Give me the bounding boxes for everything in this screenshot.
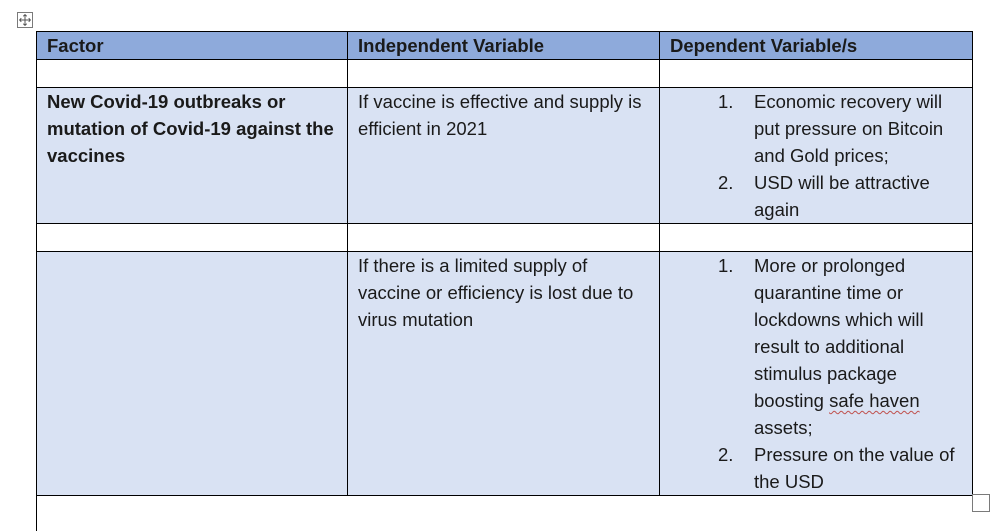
table-left-border-continuation — [36, 493, 37, 531]
dependent-variables-cell[interactable]: 1. Economic recovery will put pressure o… — [659, 87, 973, 224]
factor-cell[interactable] — [36, 251, 348, 496]
list-number: 1. — [718, 255, 734, 276]
list-item-text: Pressure on the value of the USD — [754, 444, 955, 492]
table-header-row: Factor Independent Variable Dependent Va… — [36, 31, 973, 60]
header-dependent-variables[interactable]: Dependent Variable/s — [659, 31, 973, 60]
list-item-text: Economic recovery will put pressure on B… — [754, 91, 944, 166]
table-cell[interactable] — [36, 223, 348, 252]
blank-row — [36, 223, 973, 252]
table-row: New Covid-19 outbreaks or mutation of Co… — [36, 87, 973, 224]
header-factor[interactable]: Factor — [36, 31, 348, 60]
spelling-flagged-text[interactable]: safe haven — [829, 390, 920, 411]
list-item: 1. Economic recovery will put pressure o… — [670, 88, 962, 169]
factor-table: Factor Independent Variable Dependent Va… — [36, 31, 973, 496]
independent-variable-cell[interactable]: If there is a limited supply of vaccine … — [347, 251, 660, 496]
table-row: If there is a limited supply of vaccine … — [36, 251, 973, 496]
list-number: 1. — [718, 91, 734, 112]
table-cell[interactable] — [659, 59, 973, 88]
factor-cell[interactable]: New Covid-19 outbreaks or mutation of Co… — [36, 87, 348, 224]
independent-variable-cell[interactable]: If vaccine is effective and supply is ef… — [347, 87, 660, 224]
table-move-handle-icon[interactable] — [17, 12, 33, 28]
dependent-variables-cell[interactable]: 1. More or prolonged quarantine time or … — [659, 251, 973, 496]
independent-variable-text: If there is a limited supply of vaccine … — [358, 255, 634, 330]
list-item: 2. Pressure on the value of the USD — [670, 441, 962, 495]
header-independent-variable[interactable]: Independent Variable — [347, 31, 660, 60]
table-cell[interactable] — [659, 223, 973, 252]
table-cell[interactable] — [36, 59, 348, 88]
list-number: 2. — [718, 444, 734, 465]
list-item-text-after: assets; — [754, 417, 813, 438]
list-number: 2. — [718, 172, 734, 193]
independent-variable-text: If vaccine is effective and supply is ef… — [358, 91, 642, 139]
dependent-variables-list: 1. More or prolonged quarantine time or … — [670, 252, 962, 495]
list-item-text-before: More or prolonged quarantine time or loc… — [754, 255, 924, 411]
factor-text: New Covid-19 outbreaks or mutation of Co… — [47, 91, 334, 166]
list-item-text: USD will be attractive again — [754, 172, 930, 220]
table-resize-handle-icon[interactable] — [972, 494, 990, 512]
table-cell[interactable] — [347, 223, 660, 252]
dependent-variables-list: 1. Economic recovery will put pressure o… — [670, 88, 962, 223]
list-item: 1. More or prolonged quarantine time or … — [670, 252, 962, 441]
blank-row — [36, 59, 973, 88]
table-cell[interactable] — [347, 59, 660, 88]
list-item: 2. USD will be attractive again — [670, 169, 962, 223]
